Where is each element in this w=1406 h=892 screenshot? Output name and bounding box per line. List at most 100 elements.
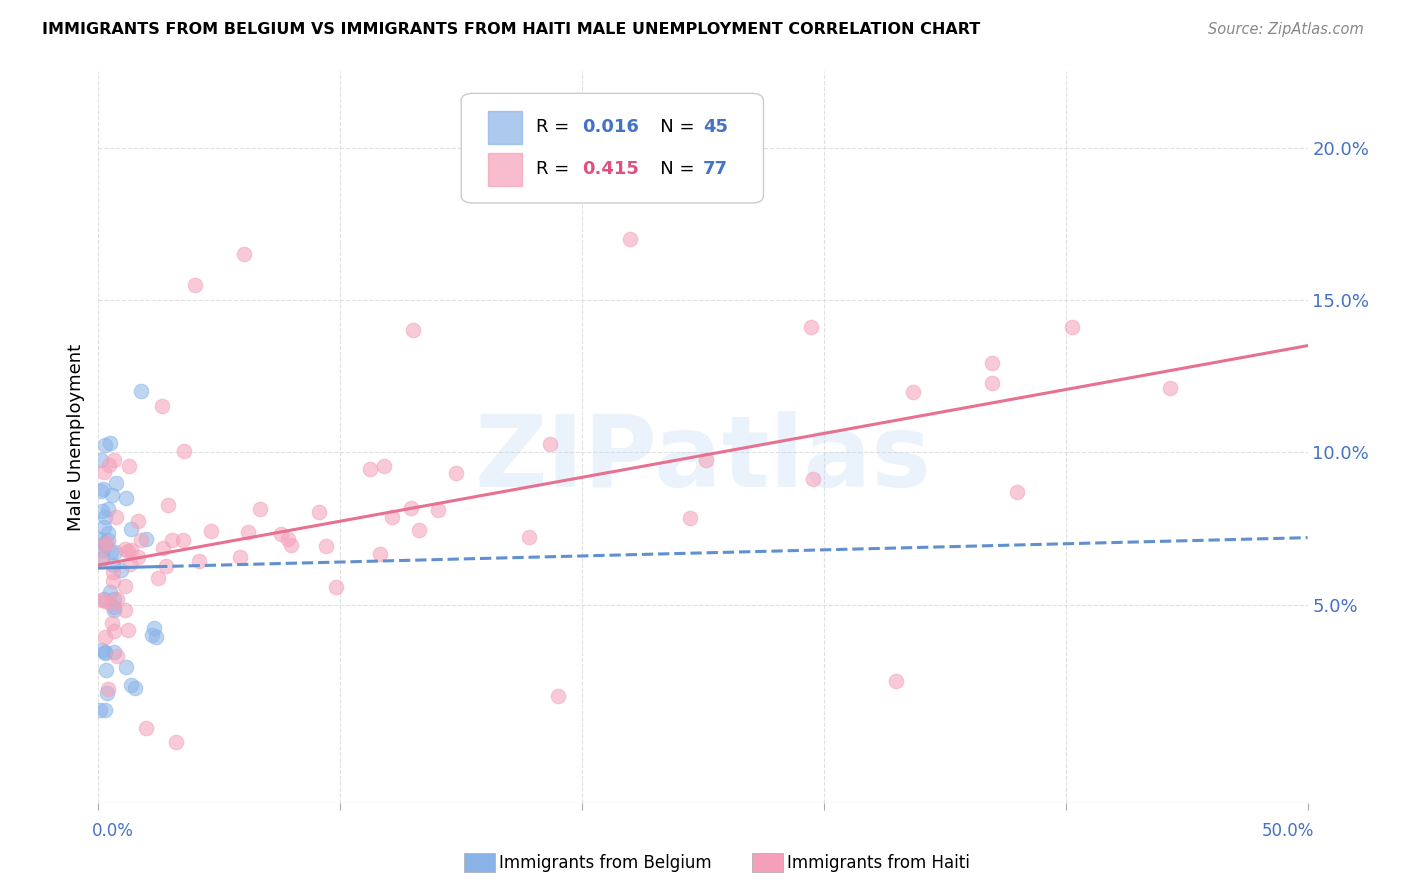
Point [103,591,125,606]
Point [538,436,561,450]
Point [160,533,183,547]
Point [124,681,146,696]
Point [399,501,422,516]
Point [232,247,254,261]
Point [117,623,139,637]
Text: Immigrants from Belgium: Immigrants from Belgium [499,854,711,871]
Text: ZIPatlas: ZIPatlas [475,410,931,508]
Point [94,537,117,551]
Point [1159,381,1181,395]
Point [115,491,138,505]
Point [114,660,136,674]
Point [100,545,122,559]
Point [120,542,142,557]
Text: 50.0%: 50.0% [1263,822,1315,840]
Point [93,465,115,479]
Point [444,467,467,481]
Point [118,558,141,572]
Point [517,531,540,545]
Point [1005,485,1028,500]
Point [150,399,173,413]
Point [188,553,211,567]
Text: IMMIGRANTS FROM BELGIUM VS IMMIGRANTS FROM HAITI MALE UNEMPLOYMENT CORRELATION C: IMMIGRANTS FROM BELGIUM VS IMMIGRANTS FR… [42,22,980,37]
Point [695,453,717,467]
Point [97,526,120,541]
Point [91,483,114,497]
Point [127,514,149,528]
Point [801,472,824,486]
Point [886,673,908,688]
Point [89,532,111,546]
Point [105,510,128,524]
Bar [488,111,522,144]
Text: N =: N = [643,160,700,178]
Point [315,540,337,554]
Point [249,501,271,516]
Point [90,484,112,499]
Point [236,524,259,539]
Point [129,384,152,399]
Point [229,550,252,565]
Text: Source: ZipAtlas.com: Source: ZipAtlas.com [1208,22,1364,37]
Point [679,511,702,525]
Point [101,487,124,501]
Point [90,453,112,467]
Point [97,682,120,697]
Point [101,558,124,573]
Point [103,624,125,638]
Point [402,323,425,337]
Point [97,533,120,548]
Point [145,630,167,644]
Point [89,703,111,717]
Point [96,664,118,678]
Point [381,510,404,524]
Point [152,541,174,555]
Point [103,574,125,588]
Text: N =: N = [643,119,700,136]
Point [98,458,121,473]
Point [91,643,114,657]
Point [408,523,430,537]
Point [105,475,128,490]
Point [94,645,117,659]
Point [325,580,347,594]
Point [103,645,125,659]
FancyBboxPatch shape [461,94,763,203]
Point [105,649,128,664]
Point [980,356,1002,370]
Point [165,735,187,749]
Point [547,689,569,703]
Point [427,503,450,517]
Point [100,597,122,611]
Text: 45: 45 [703,119,728,136]
Point [101,615,124,630]
Point [103,453,125,467]
Point [96,536,118,550]
Point [368,547,391,561]
Point [114,542,136,557]
Point [90,504,112,518]
Point [901,384,924,399]
Point [172,533,194,548]
Text: 77: 77 [703,160,728,178]
Text: 0.0%: 0.0% [91,822,134,840]
Point [94,630,117,644]
Point [619,232,641,246]
Point [93,438,115,452]
Point [157,498,180,512]
Point [91,543,114,558]
Point [91,593,114,607]
Point [277,532,299,546]
Point [173,443,195,458]
Point [90,553,112,567]
Point [103,603,125,617]
Text: 0.016: 0.016 [582,119,638,136]
Point [359,462,381,476]
Point [93,591,115,606]
Point [114,603,136,617]
Point [100,436,122,450]
Point [101,565,124,579]
Point [110,563,132,577]
Point [120,678,142,692]
Point [117,543,139,558]
